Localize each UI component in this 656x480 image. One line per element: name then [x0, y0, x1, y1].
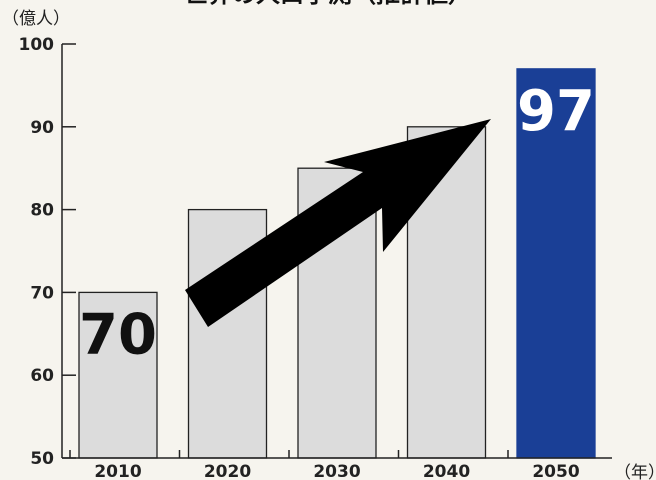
bars-layer [78, 68, 596, 459]
y-tick-label-80: 80 [30, 201, 54, 221]
x-tick-label-2050: 2050 [532, 462, 579, 480]
bar-2010 [78, 291, 158, 459]
axes-layer: 50 60 70 80 90 100 2010 2020 2030 2040 2050 [19, 35, 612, 480]
data-label-2010: 70 [79, 302, 157, 367]
y-tick-label-70: 70 [30, 283, 54, 303]
y-axis-unit-label: （億人） [2, 9, 70, 29]
upward-trend-arrow [185, 119, 491, 327]
bar-2050 [516, 68, 596, 459]
data-labels-layer: 70 97 [79, 79, 595, 368]
x-tick-label-2040: 2040 [423, 462, 470, 480]
x-tick-label-2020: 2020 [204, 462, 251, 480]
y-tick-label-100: 100 [19, 35, 55, 55]
chart-title: 世界の人口予測（推計値） [184, 0, 472, 8]
data-label-2050: 97 [517, 79, 595, 144]
y-tick-label-90: 90 [30, 118, 54, 138]
x-tick-label-2030: 2030 [313, 462, 360, 480]
x-axis-unit-label: （年） [614, 463, 656, 480]
x-tick-label-2010: 2010 [94, 462, 141, 480]
trend-arrow-layer [185, 119, 491, 327]
y-tick-label-60: 60 [30, 366, 54, 386]
y-tick-label-50: 50 [30, 449, 54, 469]
